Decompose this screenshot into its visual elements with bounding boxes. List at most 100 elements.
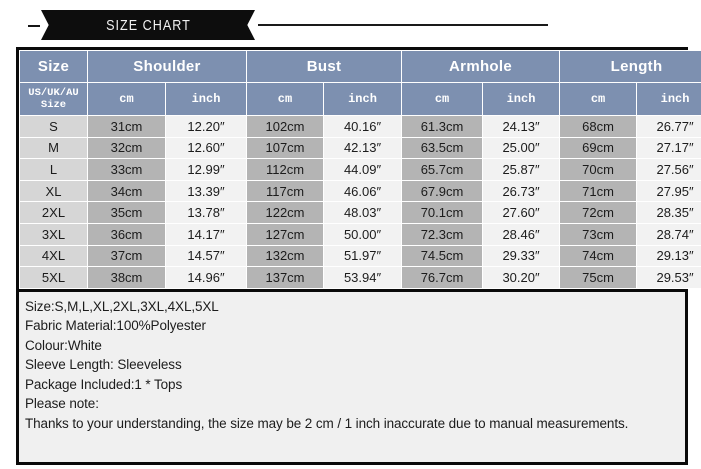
cell-bust-cm: 112cm: [246, 158, 324, 181]
cell-length-inch: 27.95″: [636, 179, 701, 203]
cell-size: M: [19, 136, 88, 160]
cell-armhole-inch: 24.13″: [482, 115, 561, 138]
cell-length-inch: 29.13″: [636, 244, 701, 268]
cell-length-cm: 75cm: [559, 266, 638, 289]
cell-bust-inch: 46.06″: [322, 179, 403, 203]
cell-shoulder-inch: 14.57″: [165, 244, 247, 268]
cell-armhole-inch: 25.87″: [482, 158, 561, 181]
notes-block: Size:S,M,L,XL,2XL,3XL,4XL,5XL Fabric Mate…: [19, 291, 685, 434]
cell-bust-inch: 50.00″: [322, 222, 403, 246]
cell-bust-cm: 137cm: [246, 266, 324, 289]
cell-armhole-cm: 63.5cm: [401, 136, 484, 160]
table-sub-header-row: US/UK/AU Size cm inch cm inch cm inch cm …: [19, 82, 701, 116]
cell-size: 5XL: [19, 266, 88, 289]
table-row: XL 34cm 13.39″ 117cm 46.06″ 67.9cm 26.73″ 71cm 2…: [19, 179, 701, 203]
cell-bust-cm: 117cm: [246, 179, 324, 203]
cell-bust-cm: 122cm: [246, 201, 324, 224]
cell-size: XL: [19, 179, 88, 203]
cell-length-inch: 27.56″: [636, 158, 701, 181]
chart-frame: Size Shoulder Bust Armhole Length US/UK/…: [16, 47, 701, 465]
table-body: S 31cm 12.20″ 102cm 40.16″ 61.3cm 24.13″ 68cm 26…: [19, 115, 701, 289]
cell-armhole-inch: 26.73″: [482, 179, 561, 203]
ribbon-right-notch-icon: [241, 10, 255, 40]
cell-length-inch: 27.17″: [636, 136, 701, 160]
cell-shoulder-inch: 12.20″: [165, 115, 247, 138]
note-line: Colour:White: [25, 337, 102, 353]
subheader-size-line1: US/UK/AU: [28, 87, 79, 99]
header-size: Size: [19, 50, 88, 83]
banner: SIZE CHART: [0, 0, 701, 44]
subheader-shoulder-cm: cm: [87, 82, 166, 116]
cell-bust-inch: 51.97″: [322, 244, 403, 268]
note-line: Fabric Material:100%Polyester: [25, 318, 206, 334]
subheader-armhole-inch: inch: [482, 82, 561, 116]
cell-armhole-cm: 61.3cm: [401, 115, 484, 138]
cell-armhole-cm: 65.7cm: [401, 158, 484, 181]
cell-size: 2XL: [19, 201, 88, 224]
cell-length-inch: 26.77″: [636, 115, 701, 138]
cell-bust-cm: 132cm: [246, 244, 324, 268]
cell-shoulder-inch: 13.78″: [165, 201, 247, 224]
size-table-wrapper: Size Shoulder Bust Armhole Length US/UK/…: [19, 50, 701, 292]
cell-armhole-inch: 30.20″: [482, 266, 561, 289]
note-line: Please note:: [25, 396, 99, 412]
cell-shoulder-inch: 14.17″: [165, 222, 247, 246]
table-row: 2XL 35cm 13.78″ 122cm 48.03″ 70.1cm 27.60″ 72cm…: [19, 201, 701, 224]
cell-length-inch: 28.74″: [636, 222, 701, 246]
cell-length-cm: 70cm: [559, 158, 638, 181]
banner-rule: [258, 24, 548, 26]
cell-bust-inch: 42.13″: [322, 136, 403, 160]
cell-bust-cm: 127cm: [246, 222, 324, 246]
cell-shoulder-cm: 33cm: [87, 158, 166, 181]
cell-armhole-cm: 67.9cm: [401, 179, 484, 203]
header-shoulder: Shoulder: [87, 50, 247, 83]
cell-length-cm: 69cm: [559, 136, 638, 160]
cell-shoulder-cm: 37cm: [87, 244, 166, 268]
cell-bust-inch: 44.09″: [322, 158, 403, 181]
cell-shoulder-cm: 32cm: [87, 136, 166, 160]
subheader-size: US/UK/AU Size: [19, 82, 88, 116]
subheader-bust-inch: inch: [322, 82, 403, 116]
ribbon: SIZE CHART: [41, 10, 255, 40]
table-group-header-row: Size Shoulder Bust Armhole Length: [19, 50, 701, 83]
header-armhole: Armhole: [401, 50, 561, 83]
note-line: Size:S,M,L,XL,2XL,3XL,4XL,5XL: [25, 298, 219, 314]
cell-bust-cm: 107cm: [246, 136, 324, 160]
cell-length-cm: 71cm: [559, 179, 638, 203]
cell-armhole-inch: 29.33″: [482, 244, 561, 268]
cell-shoulder-inch: 12.99″: [165, 158, 247, 181]
cell-armhole-inch: 27.60″: [482, 201, 561, 224]
header-bust: Bust: [245, 50, 403, 83]
cell-shoulder-cm: 35cm: [87, 201, 166, 224]
table-row: M 32cm 12.60″ 107cm 42.13″ 63.5cm 25.00″ 69cm 27…: [19, 136, 701, 160]
ribbon-body: SIZE CHART: [55, 10, 241, 40]
cell-size: L: [19, 158, 88, 181]
cell-shoulder-inch: 14.96″: [165, 266, 247, 289]
cell-bust-inch: 40.16″: [322, 115, 403, 138]
table-row: 4XL 37cm 14.57″ 132cm 51.97″ 74.5cm 29.33″ 74cm…: [19, 244, 701, 268]
cell-shoulder-cm: 36cm: [87, 222, 166, 246]
cell-length-cm: 74cm: [559, 244, 638, 268]
ribbon-left-notch-icon: [41, 10, 55, 40]
subheader-armhole-cm: cm: [401, 82, 484, 116]
table-row: 5XL 38cm 14.96″ 137cm 53.94″ 76.7cm 30.20″ 75cm…: [19, 266, 701, 289]
cell-size: 4XL: [19, 244, 88, 268]
banner-dash-icon: [28, 25, 40, 27]
cell-length-inch: 29.53″: [636, 266, 701, 289]
cell-shoulder-cm: 38cm: [87, 266, 166, 289]
cell-bust-inch: 48.03″: [322, 201, 403, 224]
banner-title: SIZE CHART: [105, 16, 191, 34]
cell-armhole-inch: 28.46″: [482, 222, 561, 246]
table-row: L 33cm 12.99″ 112cm 44.09″ 65.7cm 25.87″ 70cm 27…: [19, 158, 701, 181]
cell-armhole-cm: 74.5cm: [401, 244, 484, 268]
subheader-length-cm: cm: [559, 82, 638, 116]
cell-length-cm: 73cm: [559, 222, 638, 246]
size-table: Size Shoulder Bust Armhole Length US/UK/…: [19, 50, 701, 289]
table-row: S 31cm 12.20″ 102cm 40.16″ 61.3cm 24.13″ 68cm 26…: [19, 115, 701, 138]
header-length: Length: [559, 50, 701, 83]
cell-armhole-cm: 72.3cm: [401, 222, 484, 246]
cell-length-inch: 28.35″: [636, 201, 701, 224]
table-header: Size Shoulder Bust Armhole Length US/UK/…: [19, 50, 701, 116]
cell-length-cm: 72cm: [559, 201, 638, 224]
